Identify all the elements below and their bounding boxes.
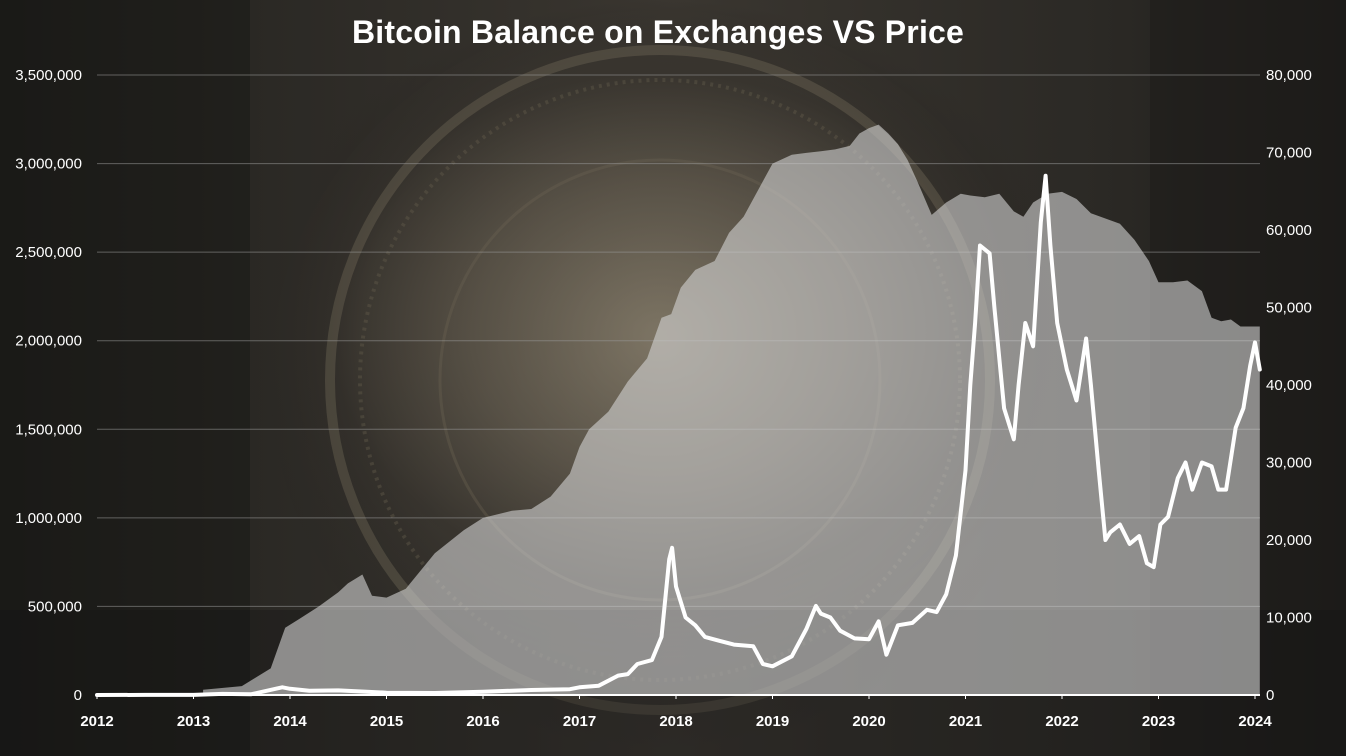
right-y-tick-label: 50,000 <box>1266 300 1312 317</box>
right-y-tick-label: 40,000 <box>1266 377 1312 394</box>
x-tick-label: 2015 <box>370 713 403 730</box>
right-y-tick-label: 0 <box>1266 687 1274 704</box>
x-tick-label: 2020 <box>852 713 885 730</box>
right-y-tick-label: 70,000 <box>1266 145 1312 162</box>
x-tick-label: 2014 <box>273 713 307 730</box>
x-tick-label: 2017 <box>563 713 596 730</box>
chart-title: Bitcoin Balance on Exchanges VS Price <box>351 14 965 50</box>
x-tick-label: 2019 <box>756 713 789 730</box>
x-tick-label: 2012 <box>80 713 113 730</box>
left-y-tick-label: 1,000,000 <box>15 510 82 527</box>
balance-on-exchanges-area <box>203 124 1260 696</box>
left-y-tick-label: 1,500,000 <box>15 421 82 438</box>
right-y-axis: 0 10,000 20,000 30,000 40,000 50,000 60,000 70,… <box>1266 67 1312 704</box>
x-tick-label: 2013 <box>177 713 210 730</box>
x-tick-label: 2021 <box>949 713 982 730</box>
x-tick-label: 2022 <box>1045 713 1078 730</box>
right-y-tick-label: 20,000 <box>1266 532 1312 549</box>
right-y-tick-label: 80,000 <box>1266 67 1312 84</box>
left-y-tick-label: 0 <box>74 687 82 704</box>
price-line <box>95 173 1262 697</box>
x-tick-label: 2023 <box>1142 713 1175 730</box>
x-tick-label: 2016 <box>466 713 499 730</box>
right-y-tick-label: 30,000 <box>1266 455 1312 472</box>
x-tick-label: 2018 <box>659 713 692 730</box>
left-y-tick-label: 2,000,000 <box>15 333 82 350</box>
x-tick-label: 2024 <box>1238 713 1272 730</box>
left-y-tick-label: 3,000,000 <box>15 156 82 173</box>
left-y-tick-label: 3,500,000 <box>15 67 82 84</box>
right-y-tick-label: 60,000 <box>1266 222 1312 239</box>
left-y-tick-label: 500,000 <box>28 598 82 615</box>
x-axis-ticks: 2012 2013 2014 2015 2016 2017 2018 2019 2020 2021… <box>80 695 1272 730</box>
right-y-tick-label: 10,000 <box>1266 610 1312 627</box>
left-y-tick-label: 2,500,000 <box>15 244 82 261</box>
left-y-axis: 0 500,000 1,000,000 1,500,000 2,000,000 2,500… <box>15 67 82 704</box>
